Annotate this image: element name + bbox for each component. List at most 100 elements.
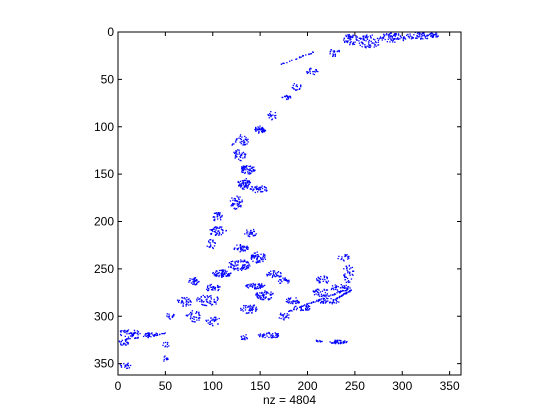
data-point <box>296 84 298 86</box>
data-point <box>219 286 221 288</box>
data-point <box>239 138 242 140</box>
data-point <box>329 295 331 297</box>
data-point <box>194 321 196 323</box>
data-point <box>264 334 266 336</box>
data-point <box>191 313 193 315</box>
data-point <box>436 35 439 37</box>
data-point <box>317 341 319 343</box>
data-point <box>209 323 212 325</box>
data-point <box>128 367 131 369</box>
data-point <box>293 88 295 90</box>
data-point <box>208 302 210 304</box>
data-point <box>181 301 183 304</box>
data-point <box>252 254 254 256</box>
data-point <box>210 304 213 306</box>
data-point <box>332 299 335 301</box>
data-point <box>243 167 245 169</box>
data-point <box>209 321 211 323</box>
data-point <box>239 153 241 155</box>
data-point <box>322 302 325 304</box>
data-point <box>131 334 134 336</box>
data-point <box>241 136 243 138</box>
data-point <box>253 188 255 191</box>
data-point <box>187 301 190 304</box>
data-point <box>346 287 348 289</box>
data-point <box>337 285 339 288</box>
data-point <box>250 254 253 256</box>
data-point <box>119 363 121 365</box>
data-point <box>124 339 127 341</box>
data-point <box>346 268 348 270</box>
data-point <box>246 267 248 270</box>
data-point <box>147 334 149 337</box>
data-point <box>188 298 190 300</box>
data-point <box>385 34 387 36</box>
data-point <box>333 341 336 344</box>
data-point <box>126 341 128 344</box>
data-point <box>274 111 277 114</box>
data-point <box>261 257 263 259</box>
data-point <box>166 315 168 317</box>
data-point <box>346 340 348 343</box>
data-point <box>292 87 294 89</box>
data-point <box>306 303 309 306</box>
data-point <box>205 320 208 322</box>
data-point <box>259 127 261 129</box>
data-point <box>260 127 263 129</box>
data-point <box>245 285 247 287</box>
data-point <box>200 296 203 298</box>
data-point <box>323 289 325 291</box>
data-point <box>334 339 336 341</box>
data-point <box>258 127 260 129</box>
data-point <box>195 310 198 313</box>
data-point <box>286 280 289 282</box>
data-point <box>260 186 262 188</box>
data-point <box>387 38 389 40</box>
data-point <box>230 263 232 265</box>
data-point <box>262 253 265 255</box>
data-point <box>319 280 321 282</box>
data-point <box>265 296 267 299</box>
data-point <box>181 297 183 299</box>
data-point <box>266 274 268 277</box>
data-point <box>212 272 214 274</box>
data-point <box>324 278 326 281</box>
data-point <box>420 38 422 40</box>
data-point <box>339 291 342 293</box>
data-point <box>287 301 289 303</box>
data-point <box>288 299 290 301</box>
data-point <box>240 307 242 310</box>
data-point <box>203 304 205 306</box>
data-point <box>213 226 216 229</box>
data-point <box>229 200 232 202</box>
data-point <box>235 200 237 202</box>
data-point <box>314 71 317 73</box>
data-point <box>244 143 247 146</box>
data-point <box>246 286 249 288</box>
data-point <box>332 294 334 296</box>
data-point <box>249 309 252 311</box>
data-point <box>248 180 250 182</box>
data-point <box>246 171 249 173</box>
data-point <box>263 296 265 299</box>
data-point <box>310 302 313 304</box>
data-point <box>215 227 217 229</box>
data-point <box>240 261 242 263</box>
data-point <box>326 294 328 296</box>
data-point <box>240 185 243 187</box>
data-point <box>392 39 394 42</box>
data-point <box>345 287 347 289</box>
data-point <box>318 292 320 294</box>
data-point <box>221 226 223 228</box>
data-point <box>242 157 244 159</box>
data-point <box>263 257 265 259</box>
data-point <box>154 334 157 336</box>
data-point <box>246 233 248 235</box>
data-point <box>229 272 232 274</box>
data-point <box>303 304 305 307</box>
data-point <box>338 49 340 52</box>
data-point <box>434 33 436 36</box>
data-point <box>262 295 265 298</box>
data-point <box>341 285 344 287</box>
data-point <box>412 37 415 39</box>
